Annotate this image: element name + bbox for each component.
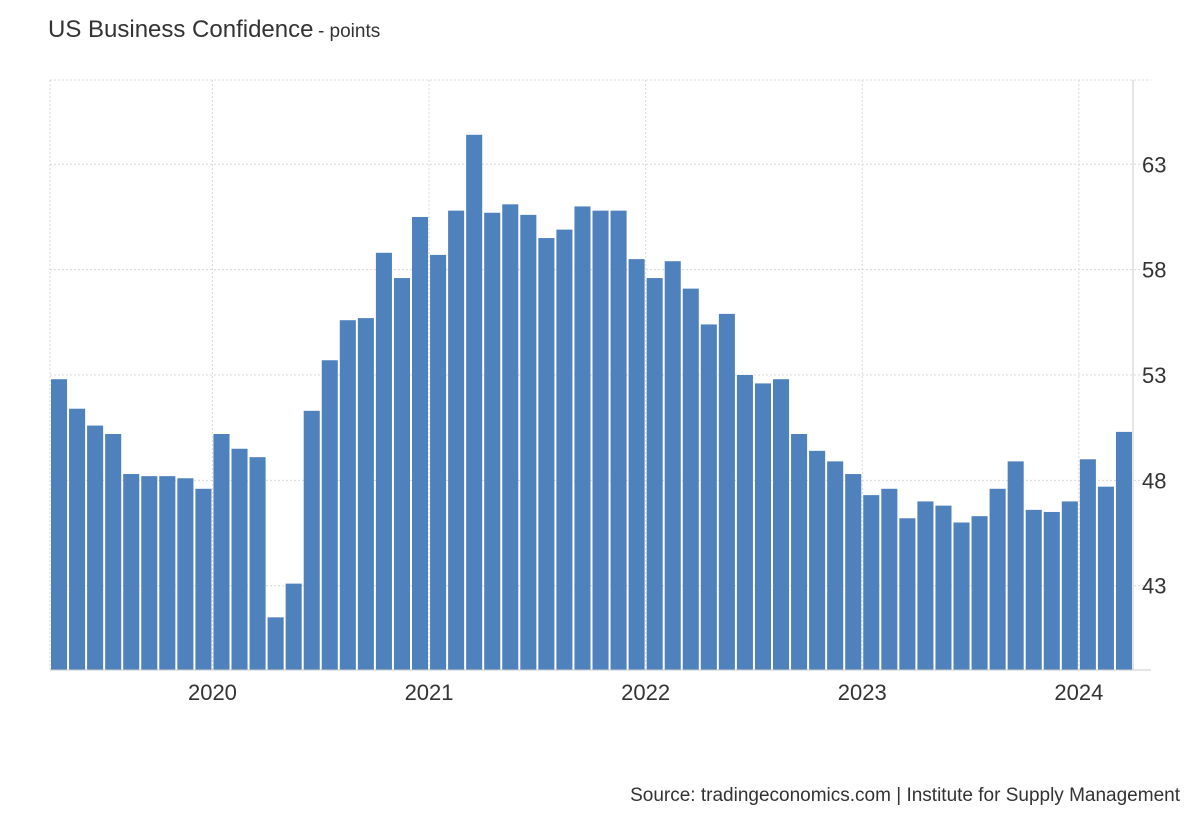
bar-2022-06 [736, 375, 753, 670]
x-tick-label: 2020 [188, 680, 237, 705]
y-tick-label: 63 [1142, 152, 1166, 177]
bar-2019-06 [87, 425, 104, 670]
bar-2022-04 [700, 324, 717, 670]
bar-2023-03 [899, 518, 916, 670]
bar-2022-09 [791, 434, 808, 670]
x-tick-label: 2024 [1054, 680, 1103, 705]
bar-2020-05 [285, 583, 302, 670]
bar-2020-12 [412, 216, 429, 670]
bar-2020-04 [267, 617, 284, 670]
bar-2021-08 [556, 229, 573, 671]
bar-2022-05 [718, 313, 735, 670]
bar-2023-05 [935, 505, 952, 670]
bar-2019-11 [177, 478, 194, 670]
bar-2023-06 [953, 522, 970, 670]
bar-2022-01 [646, 278, 663, 670]
bar-2022-08 [773, 379, 790, 670]
bar-2021-04 [484, 212, 501, 670]
y-tick-label: 58 [1142, 258, 1166, 283]
bar-2022-12 [845, 474, 862, 670]
chart-title-block: US Business Confidence - points [48, 16, 380, 44]
chart-title: US Business Confidence [48, 16, 314, 43]
bar-2020-03 [249, 457, 266, 670]
bar-2023-04 [917, 501, 934, 670]
bar-2023-01 [863, 495, 880, 670]
bar-2021-11 [610, 210, 627, 670]
bar-2024-02 [1097, 486, 1114, 670]
x-tick-label: 2022 [621, 680, 670, 705]
bar-2022-03 [682, 288, 699, 670]
bar-2021-07 [538, 238, 555, 671]
bar-2021-12 [628, 259, 645, 670]
bar-2020-02 [231, 448, 248, 670]
bar-2022-02 [664, 261, 681, 670]
bar-2023-09 [1007, 461, 1024, 670]
x-tick-label: 2023 [838, 680, 887, 705]
bar-2019-07 [105, 434, 122, 670]
bar-2020-09 [357, 318, 374, 670]
bar-2019-12 [195, 488, 212, 670]
bar-2020-10 [375, 252, 392, 671]
bar-2020-11 [393, 278, 410, 670]
bar-2019-09 [141, 476, 158, 670]
bar-2024-03 [1115, 431, 1132, 670]
bar-2019-08 [123, 474, 140, 670]
bar-2022-11 [827, 461, 844, 670]
bar-2023-07 [971, 516, 988, 670]
bar-2021-05 [502, 204, 519, 670]
y-tick-label: 43 [1142, 574, 1166, 599]
bar-2022-10 [809, 450, 826, 670]
bar-2023-10 [1025, 509, 1042, 670]
chart-subtitle: - points [317, 21, 381, 42]
bar-2020-01 [213, 434, 230, 670]
bar-2023-11 [1043, 511, 1060, 670]
bar-2020-07 [321, 360, 338, 670]
bar-2021-01 [430, 254, 447, 670]
bar-2019-10 [159, 476, 176, 670]
bar-2019-04 [51, 379, 68, 670]
y-tick-label: 53 [1142, 363, 1166, 388]
bar-2020-06 [303, 410, 320, 670]
bar-2022-07 [754, 383, 771, 670]
bar-2021-02 [448, 210, 465, 670]
bar-2019-05 [69, 408, 86, 670]
bar-2021-06 [520, 214, 537, 671]
bar-2021-03 [466, 134, 483, 671]
bar-2021-09 [574, 206, 591, 670]
bar-2024-01 [1079, 459, 1096, 670]
bar-2020-08 [339, 320, 356, 670]
y-tick-label: 48 [1142, 468, 1166, 493]
source-note: Source: tradingeconomics.com | Institute… [630, 785, 1180, 806]
bar-2021-10 [592, 210, 609, 670]
bar-2023-12 [1061, 501, 1078, 670]
bar-2023-08 [989, 488, 1006, 670]
x-tick-label: 2021 [405, 680, 454, 705]
bar-2023-02 [881, 488, 898, 670]
